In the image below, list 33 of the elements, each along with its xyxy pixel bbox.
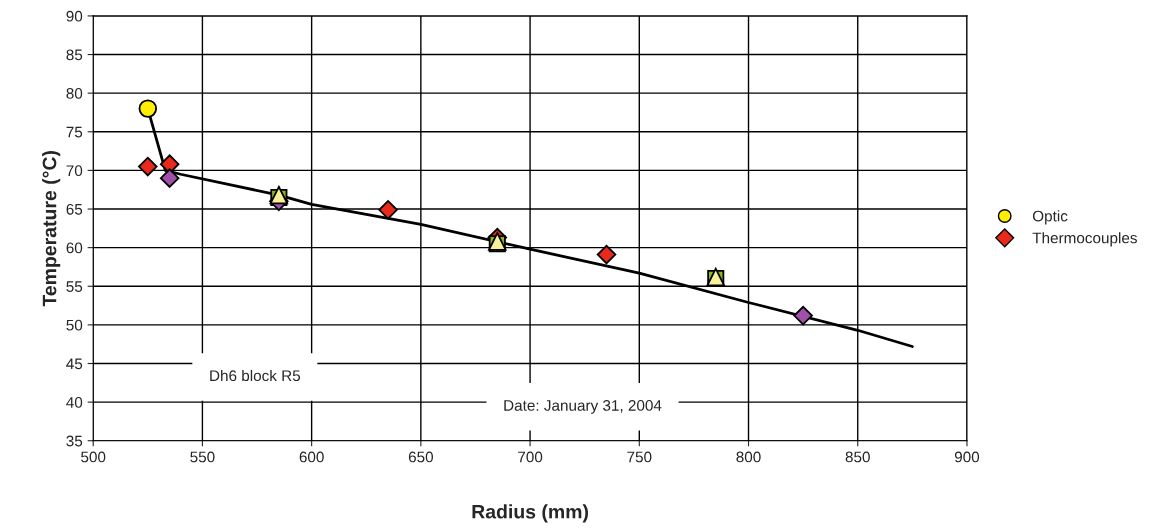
- y-axis-title: Temperature (°C): [42, 151, 61, 307]
- point: [159, 168, 180, 188]
- y-tick-label: 60: [66, 242, 83, 254]
- y-tick-label: 55: [66, 281, 83, 292]
- x-tick-label: 850: [845, 451, 870, 463]
- x-tick-label: 600: [299, 451, 324, 463]
- y-tick-label: 45: [66, 358, 83, 370]
- y-tick-label: 50: [66, 319, 83, 331]
- annotation: Dh6 block R5: [210, 369, 301, 382]
- point: [596, 244, 617, 265]
- x-tick-label: 900: [954, 451, 980, 463]
- point: [138, 156, 158, 177]
- x-tick-label: 750: [627, 451, 652, 463]
- y-tick-label: 80: [66, 88, 83, 99]
- annotation: Date: January 31, 2004: [504, 400, 662, 414]
- x-tick-label: 700: [518, 451, 543, 463]
- y-tick-label: 85: [66, 49, 83, 61]
- y-tick-label: 70: [66, 165, 83, 177]
- x-tick-label: 800: [736, 451, 761, 463]
- y-tick-label: 40: [66, 396, 83, 408]
- x-axis-title: Radius (mm): [472, 504, 588, 523]
- point: [138, 99, 158, 118]
- point: [793, 305, 813, 326]
- y-tick-label: 75: [66, 126, 83, 138]
- y-tick-label: 90: [66, 10, 83, 22]
- point: [378, 200, 398, 220]
- x-tick-label: 650: [408, 451, 434, 463]
- legend-label: Optic: [1032, 210, 1068, 225]
- y-tick-label: 65: [66, 203, 83, 215]
- x-tick-label: 550: [190, 451, 215, 463]
- y-tick-label: 35: [66, 435, 83, 447]
- x-tick-label: 500: [81, 451, 106, 463]
- legend-label: Thermocouples: [1032, 232, 1137, 247]
